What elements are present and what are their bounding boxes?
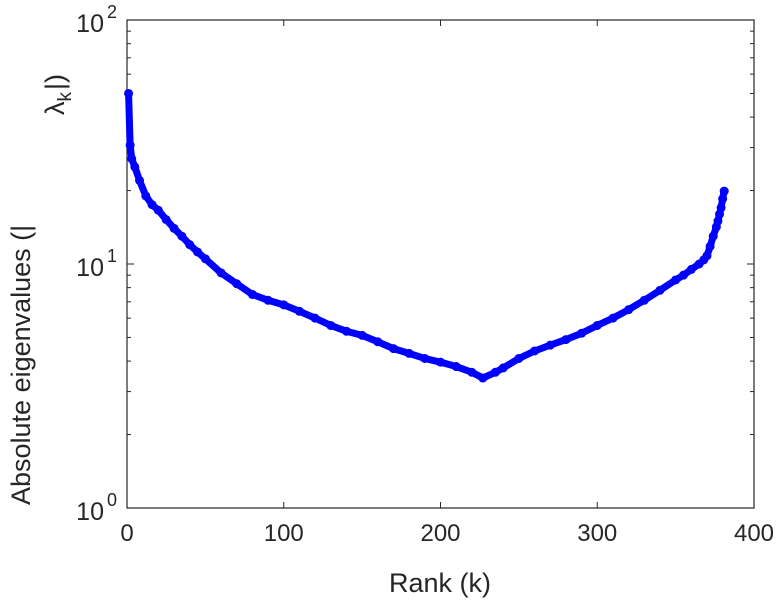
data-point [153,205,163,215]
y-tick-label: 10 1 [76,246,117,282]
data-point [373,337,383,347]
data-point [718,194,728,204]
data-point [713,216,723,226]
axes-box [126,19,755,509]
svg-text:Absolute eigenvalues (|: Absolute eigenvalues (| [6,225,36,505]
data-point [232,279,242,289]
data-point [200,254,210,264]
data-point [127,154,137,164]
y-axis-label-suffix: |) [40,74,70,90]
data-point [388,344,398,354]
data-point [404,348,414,358]
series-eigenvalues [124,88,729,383]
data-point [185,240,195,250]
data-point [310,313,320,323]
data-point [671,275,681,285]
data-point [592,320,602,330]
y-axis-label: Absolute eigenvalues (| λk |) [6,74,76,505]
data-point [561,335,571,345]
y-axis-label-symbol: λ [40,101,70,115]
series-line [125,89,728,382]
data-point [326,320,336,330]
data-point [490,367,500,377]
y-tick-label: 10 0 [76,490,117,526]
data-point [514,353,524,363]
data-point [263,295,273,305]
data-point [478,373,488,383]
data-point [716,203,726,213]
x-tick-label: 200 [420,520,460,547]
data-point [545,340,555,350]
data-point [678,270,688,280]
x-tick-label: 400 [734,520,774,547]
data-point [135,175,145,185]
data-point [247,289,257,299]
data-point [719,186,729,196]
data-point [216,268,226,278]
data-point [467,367,477,377]
y-axis-label-subscript: k [55,92,76,102]
x-tick-label: 0 [120,520,133,547]
data-point [124,88,134,98]
data-point [357,330,367,340]
data-point [686,264,696,274]
data-point [294,306,304,316]
data-point [708,231,718,241]
data-point [177,231,187,241]
data-point [705,241,715,251]
svg-text:λk|): λk |) [40,74,76,115]
data-point [624,305,634,315]
x-axis-label: Rank (k) [389,568,491,598]
data-point [193,247,203,257]
data-point [147,200,157,210]
x-tick-label: 100 [264,520,304,547]
data-point [125,140,135,150]
data-point [702,251,712,261]
data-point [451,362,461,372]
data-point [420,353,430,363]
data-point [341,326,351,336]
data-point [530,346,540,356]
data-point [577,328,587,338]
data-point [169,223,179,233]
data-point [608,313,618,323]
data-point [639,295,649,305]
data-point [279,300,289,310]
data-point [130,162,140,172]
data-point [161,215,171,225]
data-point [655,285,665,295]
data-point [498,363,508,373]
y-tick-label: 10 2 [76,2,117,38]
data-point [436,357,445,367]
data-point [141,191,151,201]
y-axis-label-prefix: Absolute eigenvalues (| [6,225,36,505]
x-tick-label: 300 [577,520,617,547]
